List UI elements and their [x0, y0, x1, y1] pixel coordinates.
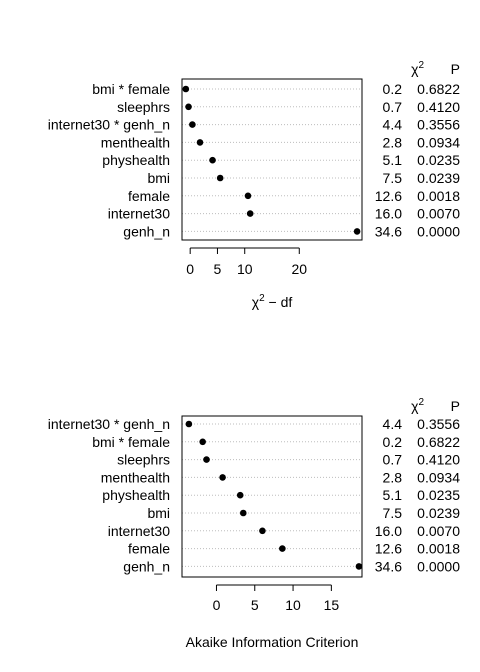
data-point: [189, 121, 196, 128]
p-value: 0.0000: [417, 558, 460, 574]
row-label: genh_n: [123, 223, 170, 239]
chi2-value: 0.2: [383, 434, 403, 450]
x-axis-title: Akaike Information Criterion: [186, 634, 359, 650]
chi2-value: 12.6: [375, 541, 402, 557]
data-point: [203, 456, 210, 463]
x-tick-label: 15: [324, 597, 340, 613]
data-point: [209, 156, 216, 164]
p-value: 0.0000: [417, 223, 460, 239]
x-tick-label: 0: [213, 597, 221, 613]
row-label: bmi * female: [92, 81, 170, 97]
data-point: [182, 85, 190, 93]
row-label: female: [128, 188, 170, 204]
x-tick-label: 0: [186, 261, 194, 277]
row-label: genh_n: [123, 558, 170, 574]
data-point: [259, 527, 266, 535]
p-value: 0.0070: [417, 206, 460, 222]
data-point: [246, 210, 254, 217]
p-value: 0.0239: [417, 170, 460, 186]
p-value: 0.0018: [417, 541, 460, 557]
chi2-value: 7.5: [383, 505, 403, 521]
chi2-column-header: χ2: [411, 60, 424, 77]
row-label: physhealth: [102, 152, 170, 168]
row-label: female: [128, 541, 170, 557]
row-label: internet30 * genh_n: [48, 117, 170, 133]
row-label: menthealth: [101, 134, 170, 150]
data-point: [244, 192, 252, 200]
data-point: [236, 491, 244, 499]
chi2-value: 4.4: [383, 416, 403, 432]
p-column-header: P: [451, 61, 460, 77]
row-label: internet30 * genh_n: [48, 416, 170, 432]
row-label: sleephrs: [117, 452, 170, 468]
row-label: sleephrs: [117, 99, 170, 115]
row-label: bmi * female: [92, 434, 170, 450]
p-column-header: P: [451, 398, 460, 414]
p-value: 0.6822: [417, 81, 460, 97]
chi2-value: 4.4: [383, 117, 403, 133]
data-point: [239, 509, 247, 517]
p-value: 0.0934: [417, 134, 460, 150]
data-point: [355, 563, 363, 570]
chi2-value: 16.0: [375, 523, 402, 539]
p-value: 0.0018: [417, 188, 460, 204]
x-axis-title: χ2 − df: [252, 293, 293, 310]
chi2-value: 7.5: [383, 170, 403, 186]
x-tick-label: 5: [214, 261, 222, 277]
row-label: bmi: [147, 505, 170, 521]
chi2-value: 16.0: [375, 206, 402, 222]
p-value: 0.0235: [417, 152, 460, 168]
chi2-value: 2.8: [383, 134, 403, 150]
x-tick-label: 10: [237, 261, 253, 277]
data-point: [219, 474, 226, 481]
plot-frame: [181, 78, 363, 241]
plot-frame: [181, 415, 363, 578]
row-label: physhealth: [102, 487, 170, 503]
chi2-value: 2.8: [383, 469, 403, 485]
p-value: 0.0934: [417, 469, 460, 485]
row-label: menthealth: [101, 469, 170, 485]
chi2-value: 34.6: [375, 223, 402, 239]
x-tick-label: 20: [291, 261, 307, 277]
x-tick-label: 10: [285, 597, 301, 613]
chi2-value: 34.6: [375, 558, 402, 574]
data-point: [199, 438, 206, 446]
p-value: 0.6822: [417, 434, 460, 450]
p-value: 0.4120: [417, 452, 460, 468]
row-label: internet30: [108, 523, 170, 539]
p-value: 0.0239: [417, 505, 460, 521]
p-value: 0.0235: [417, 487, 460, 503]
row-label: bmi: [147, 170, 170, 186]
chi2-value: 5.1: [383, 487, 403, 503]
chi2-column-header: χ2: [411, 397, 424, 414]
row-label: internet30: [108, 206, 170, 222]
p-value: 0.0070: [417, 523, 460, 539]
p-value: 0.4120: [417, 99, 460, 115]
data-point: [196, 139, 204, 146]
data-point: [216, 174, 224, 182]
chi2-value: 12.6: [375, 188, 402, 204]
data-point: [279, 545, 286, 552]
data-point: [185, 420, 193, 428]
data-point: [353, 228, 361, 235]
chi2-value: 0.2: [383, 81, 403, 97]
chi2-value: 5.1: [383, 152, 403, 168]
chi2-value: 0.7: [383, 452, 403, 468]
chi2-value: 0.7: [383, 99, 403, 115]
data-point: [185, 103, 192, 111]
p-value: 0.3556: [417, 416, 460, 432]
p-value: 0.3556: [417, 117, 460, 133]
x-tick-label: 5: [251, 597, 259, 613]
